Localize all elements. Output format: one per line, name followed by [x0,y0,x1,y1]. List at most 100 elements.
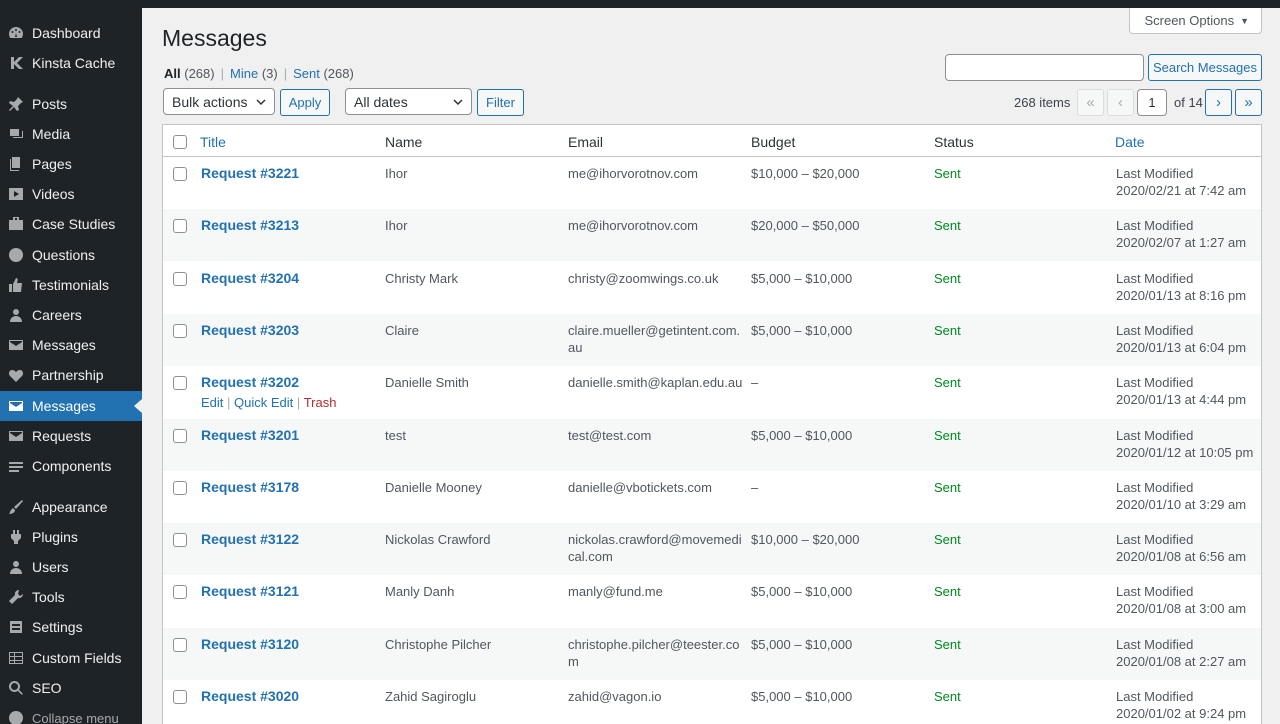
sidebar-item-label: Requests [32,428,92,444]
sidebar-item-seo[interactable]: SEO [0,673,142,703]
row-title-link[interactable]: Request #3204 [201,269,300,286]
row-checkbox[interactable] [173,167,187,181]
row-title-link[interactable]: Request #3213 [201,217,300,234]
row-email-line: me@ihorvorotnov.com [568,166,698,181]
sidebar-item-label: Tools [32,589,65,605]
sidebar-item-kinsta-cache[interactable]: Kinsta Cache [0,48,142,78]
prev-page-button: ‹ [1107,89,1134,116]
sidebar-item-components[interactable]: Components [0,451,142,481]
sidebar-item-label: Case Studies [32,216,116,232]
sidebar-item-messages[interactable]: Messages [0,330,142,360]
column-date[interactable]: Date [1115,134,1145,150]
row-email-line: christophe.pilcher@teester.co [568,636,740,652]
dates-select[interactable]: All dates [345,88,472,115]
sidebar-item-plugins[interactable]: Plugins [0,522,142,552]
row-email: christy@zoomwings.co.uk [568,270,738,287]
row-checkbox[interactable] [173,323,187,338]
row-checkbox[interactable] [173,480,187,495]
column-title[interactable]: Title [200,134,226,150]
portfolio-icon [0,216,32,232]
row-status: Sent [934,636,961,652]
row-title-link[interactable]: Request #3203 [201,321,300,338]
row-checkbox[interactable] [173,428,187,443]
column-budget: Budget [751,134,796,150]
trash-link[interactable]: Trash [303,395,337,411]
paintbrush-icon [0,499,32,515]
sidebar-item-videos[interactable]: Videos [0,179,142,209]
next-page-button[interactable]: › [1205,89,1232,116]
row-date-value: 2020/01/08 at 6:56 am [1116,549,1247,565]
dates-value: All dates [354,93,408,110]
sidebar-item-posts[interactable]: Posts [0,89,142,119]
view-all-link[interactable]: All (268) [164,66,215,81]
view-mine-link[interactable]: Mine (3) [230,66,278,81]
bulk-actions-select[interactable]: Bulk actions [163,88,275,115]
select-all-checkbox[interactable] [173,135,187,149]
search-input[interactable] [945,54,1144,81]
row-email-line: m [568,653,579,669]
sidebar-item-custom-fields[interactable]: Custom Fields [0,643,142,673]
search-messages-button[interactable]: Search Messages [1148,54,1262,81]
row-title-link[interactable]: Request #3201 [201,426,300,443]
sidebar-item-users[interactable]: Users [0,552,142,582]
sidebar-item-label: SEO [32,680,62,696]
sidebar-item-case-studies[interactable]: Case Studies [0,209,142,239]
sidebar-item-tools[interactable]: Tools [0,582,142,612]
collapse-menu-button[interactable]: Collapse menu [0,703,142,724]
row-title-link[interactable]: Request #3178 [201,478,300,495]
row-email-line: manly@fund.me [568,584,663,600]
screen-options-button[interactable]: Screen Options ▼ [1129,8,1262,34]
sidebar-item-pages[interactable]: Pages [0,149,142,179]
sidebar-item-partnership[interactable]: Partnership [0,360,142,390]
edit-link[interactable]: Edit [201,395,224,411]
last-page-button[interactable]: » [1235,89,1262,116]
view-sent-link[interactable]: Sent (268) [293,66,354,81]
help-icon [0,247,32,263]
row-title-link[interactable]: Request #3121 [201,583,300,600]
table-row: Request #3178 Danielle Mooney danielle@vbo… [163,471,1261,523]
quick-edit-link[interactable]: Quick Edit [234,395,294,411]
row-checkbox[interactable] [173,271,187,286]
row-date-value: 2020/01/08 at 2:27 am [1116,653,1247,669]
current-page-input[interactable]: 1 [1137,89,1167,116]
row-title-link[interactable]: Request #3202 [201,374,300,391]
row-name: Christy Mark [385,270,458,286]
row-title-link[interactable]: Request #3020 [201,688,300,704]
row-date-value: 2020/02/07 at 1:27 am [1116,235,1247,251]
row-status: Sent [934,166,961,181]
collapse-icon [0,710,32,724]
row-title-link[interactable]: Request #3120 [201,635,300,652]
sidebar-item-dashboard[interactable]: Dashboard [0,18,142,48]
sidebar-item-questions[interactable]: Questions [0,240,142,270]
filter-button[interactable]: Filter [477,89,524,116]
row-budget: $20,000 – $50,000 [751,218,860,234]
row-checkbox[interactable] [173,585,187,600]
sidebar-item-label: Appearance [32,499,108,515]
sidebar-item-label: Dashboard [32,25,101,41]
sidebar-item-settings[interactable]: Settings [0,612,142,642]
row-email-line: nickolas.crawford@movemedi [568,532,742,548]
sidebar-item-testimonials[interactable]: Testimonials [0,270,142,300]
row-checkbox[interactable] [173,376,187,391]
row-date-label: Last Modified [1116,322,1194,338]
sidebar-item-requests[interactable]: Requests [0,421,142,451]
sidebar-item-media[interactable]: Media [0,119,142,149]
row-checkbox[interactable] [173,690,187,704]
settings-icon [0,619,32,635]
row-checkbox[interactable] [173,219,187,234]
sidebar-item-appearance[interactable]: Appearance [0,492,142,522]
envelope-icon [0,337,32,353]
row-checkbox[interactable] [173,637,187,652]
table-header: Title Name Email Budget Status Date [163,125,1261,157]
row-date-label: Last Modified [1116,532,1194,548]
sidebar-item-label: Videos [32,186,75,202]
row-date-label: Last Modified [1116,375,1194,391]
row-checkbox[interactable] [173,533,187,548]
row-title-link[interactable]: Request #3221 [201,165,300,181]
row-title-link[interactable]: Request #3122 [201,531,300,548]
row-budget: $5,000 – $10,000 [751,427,853,443]
sidebar-item-messages-current[interactable]: Messages [0,391,142,421]
apply-button[interactable]: Apply [280,89,330,116]
row-email: christophe.pilcher@teester.co m [568,636,740,670]
sidebar-item-careers[interactable]: Careers [0,300,142,330]
